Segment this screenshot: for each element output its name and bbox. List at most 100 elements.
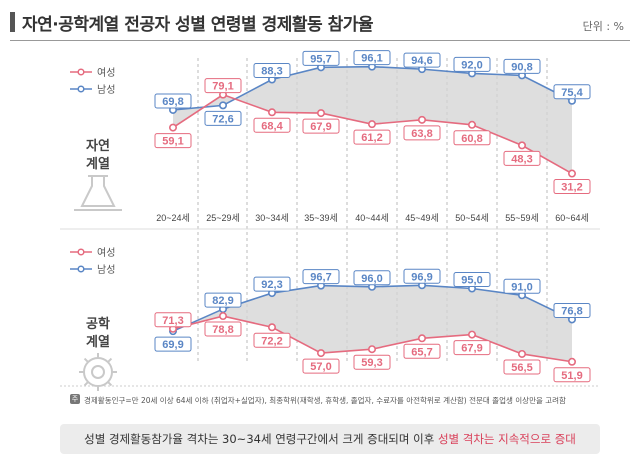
legend-marker-0-0: [77, 68, 85, 76]
male-label-box-0-4: [353, 50, 391, 66]
male-value-label-1-5: 96,9: [411, 271, 432, 283]
male-value-label-0-5: 94,6: [411, 55, 432, 67]
footnote: 경제활동인구=만 20세 이상 64세 이하 (취업자+실업자), 최종학위(재…: [84, 396, 566, 405]
female-value-label-1-8: 51,9: [561, 370, 582, 382]
gear-tooth-7: [107, 357, 113, 363]
x-tick-label-4: 40~44세: [355, 213, 389, 223]
female-label-box-0-7: [503, 150, 541, 166]
male-label-box-0-7: [503, 58, 541, 74]
female-value-label-1-1: 78,8: [212, 324, 233, 336]
summary-text: 성별 경제활동참가율 격차는 30~34세 연령구간에서 크게 증대되며 이후: [84, 432, 438, 446]
male-label-box-1-7: [503, 278, 541, 294]
female-point-0-8: [567, 169, 576, 178]
page-title: 자연·공학계열 전공자 성별 연령별 경제활동 참가율: [22, 15, 374, 35]
flask-icon: [74, 175, 122, 211]
female-value-label-0-5: 63,8: [411, 128, 432, 140]
title-divider: [10, 40, 630, 41]
x-tick-label-6: 50~54세: [455, 213, 489, 223]
female-point-0-7: [517, 141, 526, 150]
title-accent-bar: [10, 12, 15, 32]
female-label-box-0-0: [154, 133, 192, 149]
male-value-label-0-4: 96,1: [361, 53, 382, 65]
female-point-0-3: [316, 109, 325, 118]
legend-marker-1-1: [77, 265, 85, 273]
female-label-box-1-7: [503, 359, 541, 375]
male-value-label-1-4: 96,0: [361, 273, 382, 285]
female-label-box-1-1: [204, 321, 242, 337]
male-value-label-0-0: 69,8: [162, 96, 183, 108]
male-label-box-0-8: [553, 84, 591, 100]
legend-label-0-1: 남성: [97, 84, 115, 96]
x-tick-label-7: 55~59세: [505, 213, 539, 223]
female-value-label-1-5: 65,7: [411, 346, 432, 358]
flask-outline: [80, 175, 116, 207]
female-label-box-1-0: [154, 312, 192, 328]
female-label-box-1-3: [302, 358, 340, 374]
female-value-label-0-3: 67,9: [310, 121, 331, 133]
male-value-label-1-0: 69,9: [162, 339, 183, 351]
female-value-label-1-2: 72,2: [261, 335, 282, 347]
footnote-mark: 주: [70, 394, 80, 404]
male-value-label-1-2: 92,3: [261, 279, 282, 291]
female-label-box-1-4: [353, 354, 391, 370]
male-label-box-1-0: [154, 336, 192, 352]
female-value-label-1-3: 57,0: [310, 361, 331, 373]
female-point-0-6: [467, 120, 476, 129]
female-value-label-1-6: 67,9: [461, 343, 482, 355]
female-label-box-0-6: [453, 130, 491, 146]
x-tick-label-3: 35~39세: [304, 213, 338, 223]
gear-tooth-1: [107, 381, 113, 387]
panel-label-1-0: 공학: [86, 316, 110, 331]
gear-hub: [91, 365, 105, 379]
female-label-box-1-6: [453, 340, 491, 356]
female-label-box-0-5: [403, 125, 441, 141]
male-value-label-1-7: 91,0: [511, 281, 532, 293]
male-label-box-1-2: [253, 276, 291, 292]
male-label-box-1-4: [353, 270, 391, 286]
female-point-1-6: [467, 330, 476, 339]
female-point-0-2: [267, 108, 276, 117]
female-value-label-1-7: 56,5: [511, 362, 532, 374]
female-point-1-2: [267, 323, 276, 332]
female-point-0-0: [169, 123, 178, 132]
unit-label: 단위 : %: [582, 20, 624, 33]
male-value-label-0-3: 95,7: [310, 53, 331, 65]
female-value-label-0-2: 68,4: [261, 120, 283, 132]
male-value-label-0-2: 88,3: [261, 66, 282, 78]
legend-label-1-0: 여성: [97, 247, 115, 259]
male-label-box-1-8: [553, 302, 591, 318]
legend-marker-1-0: [77, 248, 85, 256]
female-point-0-5: [417, 115, 426, 124]
female-label-box-1-2: [253, 332, 291, 348]
male-point-0-1: [219, 101, 228, 110]
male-label-box-1-5: [403, 268, 441, 284]
female-value-label-0-7: 48,3: [511, 153, 532, 165]
male-label-box-0-1: [204, 110, 242, 126]
female-value-label-0-0: 59,1: [162, 136, 183, 148]
female-label-box-1-8: [553, 367, 591, 383]
male-label-box-1-3: [302, 269, 340, 285]
male-value-label-1-1: 82,9: [212, 295, 233, 307]
male-value-label-1-3: 96,7: [310, 272, 331, 284]
gear-icon: [79, 353, 117, 391]
gear-tooth-5: [83, 357, 89, 363]
panel-label-1-1: 계열: [86, 334, 110, 349]
gear-tooth-3: [83, 381, 89, 387]
female-value-label-0-8: 31,2: [561, 182, 582, 194]
panel-label-0-0: 자연: [86, 138, 110, 153]
x-tick-label-8: 60~64세: [555, 213, 589, 223]
female-value-label-1-4: 59,3: [361, 357, 382, 369]
legend-label-0-0: 여성: [97, 67, 115, 79]
male-value-label-0-6: 92,0: [461, 59, 482, 71]
male-label-box-0-0: [154, 93, 192, 109]
summary-highlight: 성별 격차는 지속적으로 증대: [437, 432, 576, 446]
male-value-label-0-8: 75,4: [561, 87, 583, 99]
female-value-label-0-1: 79,1: [212, 81, 233, 93]
female-point-1-8: [567, 357, 576, 366]
male-label-box-0-3: [302, 50, 340, 66]
summary-banner: 성별 경제활동참가율 격차는 30~34세 연령구간에서 크게 증대되며 이후 …: [60, 424, 600, 454]
female-point-1-4: [367, 345, 376, 354]
panel-label-0-1: 계열: [86, 156, 110, 171]
male-value-label-1-8: 76,8: [561, 305, 582, 317]
female-label-box-0-1: [204, 78, 242, 94]
